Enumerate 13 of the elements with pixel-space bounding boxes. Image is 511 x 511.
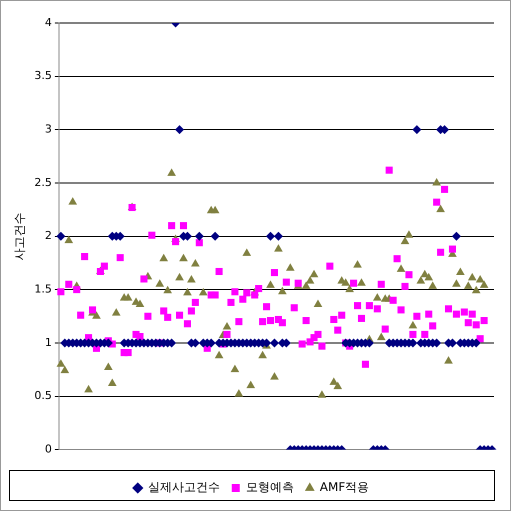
y-tick-label: 0	[44, 442, 52, 456]
y-tick-label: 1	[44, 336, 52, 349]
legend-label: 모형예측	[246, 480, 294, 494]
y-tick-label: 3.5	[34, 69, 52, 82]
y-tick-label: 3	[44, 122, 52, 136]
y-tick-label: 4	[44, 16, 52, 29]
y-tick-label: 1.5	[34, 282, 52, 296]
y-tick-label: 2	[44, 229, 52, 242]
y-axis-title: 사고건수	[12, 212, 26, 260]
legend-label: AMF적용	[320, 480, 370, 494]
y-tick-label: 2.5	[34, 176, 52, 189]
y-tick-label: 0.5	[34, 389, 52, 402]
legend-label: 실제사고건수	[148, 480, 220, 494]
